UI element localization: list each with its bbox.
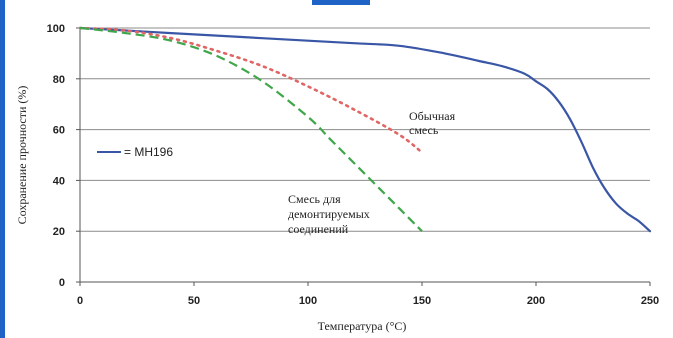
x-tick-labels: 0 50 100 150 200 250 xyxy=(77,282,659,307)
y-tick-label-40: 40 xyxy=(53,175,65,187)
left-accent-border xyxy=(0,0,5,338)
axes xyxy=(79,28,650,283)
annotation-detachable-mix-line-3: соединений xyxy=(288,222,349,236)
annotation-detachable-mix-line-2: демонтируемых xyxy=(288,207,370,221)
x-tick-label-0: 0 xyxy=(77,295,83,307)
annotation-detachable-mix: Смесь для демонтируемых соединений xyxy=(288,192,370,236)
y-tick-label-80: 80 xyxy=(53,74,65,86)
x-tick-label-50: 50 xyxy=(188,295,200,307)
series-line-2 xyxy=(79,26,423,232)
annotation-regular-mix-line-1: Обычная xyxy=(409,109,456,123)
x-tick-label-250: 250 xyxy=(641,295,659,307)
x-tick-label-200: 200 xyxy=(527,295,545,307)
legend-label-mh196: = MH196 xyxy=(124,145,173,159)
grid-lines xyxy=(80,27,650,232)
y-axis-title: Сохранение прочности (%) xyxy=(15,86,29,225)
annotation-detachable-mix-line-1: Смесь для xyxy=(288,192,341,206)
legend: = MH196 xyxy=(97,145,173,159)
series-lines xyxy=(78,26,652,233)
y-tick-label-20: 20 xyxy=(53,226,65,238)
annotation-regular-mix: Обычная смесь xyxy=(409,109,456,137)
y-tick-label-100: 100 xyxy=(47,23,65,35)
series-line-1 xyxy=(78,26,424,154)
y-tick-label-0: 0 xyxy=(59,277,65,289)
x-tick-label-150: 150 xyxy=(413,295,431,307)
series-line-0 xyxy=(78,26,652,233)
top-accent-strip xyxy=(312,0,370,5)
x-tick-label-100: 100 xyxy=(299,295,317,307)
annotation-regular-mix-line-2: смесь xyxy=(409,123,439,137)
y-tick-labels: 0 20 40 60 80 100 xyxy=(47,23,80,289)
y-tick-label-60: 60 xyxy=(53,125,65,137)
x-axis-title: Температура (°C) xyxy=(318,319,407,333)
